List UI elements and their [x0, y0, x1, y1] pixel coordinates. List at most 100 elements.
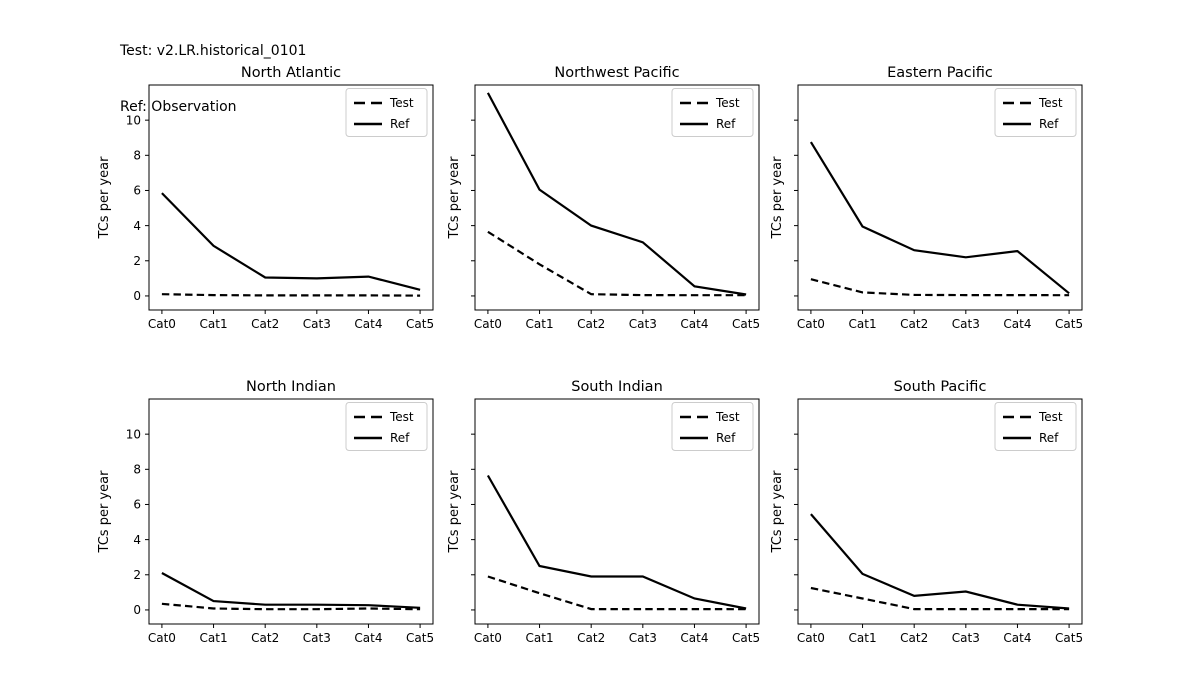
x-tick-label: Cat1: [849, 631, 877, 645]
legend-label-test: Test: [1038, 96, 1063, 110]
y-tick-label: 8: [133, 463, 141, 477]
x-tick-label: Cat0: [148, 631, 176, 645]
axes-box: [148, 84, 434, 311]
test-line: [487, 230, 747, 297]
x-tick-label: Cat4: [354, 317, 382, 331]
y-tick-label: 2: [133, 254, 141, 268]
x-tick-label: Cat2: [900, 631, 928, 645]
subplot-title: South Pacific: [894, 379, 987, 395]
axes-box: [474, 398, 760, 625]
y-tick-label: 2: [133, 568, 141, 582]
x-tick-label: Cat3: [952, 631, 980, 645]
y-axis-label: TCs per year: [770, 470, 785, 554]
x-tick-label: Cat2: [251, 317, 279, 331]
x-tick-label: Cat0: [797, 631, 825, 645]
x-tick-label: Cat2: [900, 317, 928, 331]
x-tick-label: Cat3: [629, 317, 657, 331]
legend-box: [345, 402, 428, 451]
test-line: [487, 575, 747, 611]
header-test-line: Test: v2.LR.historical_0101: [120, 43, 307, 59]
subplot-northwest-pacific: Northwest Pacific TCs per year Cat0 Cat1 Cat…: [447, 65, 760, 331]
x-tick-label: Cat2: [577, 317, 605, 331]
legend-label-ref: Ref: [1039, 431, 1059, 445]
x-tick-label: Cat3: [303, 317, 331, 331]
x-tick-label: Cat1: [200, 631, 228, 645]
legend-label-test: Test: [715, 96, 740, 110]
x-tick-label: Cat4: [1003, 317, 1031, 331]
subplot-north-atlantic: North Atlantic TCs per year 0 2 4 6 8 10 Cat0 Cat…: [97, 65, 434, 331]
y-tick-label: 6: [133, 498, 141, 512]
legend-label-ref: Ref: [716, 431, 736, 445]
x-tick-label: Cat5: [406, 631, 434, 645]
ref-line: [161, 192, 421, 291]
x-tick-label: Cat2: [577, 631, 605, 645]
legend-label-ref: Ref: [390, 117, 410, 131]
x-tick-label: Cat3: [303, 631, 331, 645]
legend-label-test: Test: [389, 410, 414, 424]
x-tick-label: Cat1: [849, 317, 877, 331]
x-tick-label: Cat5: [732, 631, 760, 645]
figure-header: Test: v2.LR.historical_0101 Ref: Observa…: [120, 5, 306, 153]
legend-box: [994, 402, 1077, 451]
y-tick-label: 0: [133, 603, 141, 617]
x-tick-label: Cat3: [629, 631, 657, 645]
y-tick-label: 10: [126, 113, 141, 127]
y-axis-label: TCs per year: [770, 156, 785, 240]
ref-line: [486, 474, 747, 610]
subplot-north-indian: North Indian TCs per year 0 2 4 6 8 10 Cat0 Cat1 C…: [97, 379, 434, 645]
x-tick-label: Cat0: [797, 317, 825, 331]
y-tick-label: 4: [133, 219, 141, 233]
subplot-title: Eastern Pacific: [887, 65, 993, 81]
axes-box: [797, 84, 1083, 311]
legend-box: [671, 88, 754, 137]
legend-label-ref: Ref: [390, 431, 410, 445]
x-tick-label: Cat5: [1055, 317, 1083, 331]
x-tick-label: Cat4: [680, 317, 708, 331]
axes-box: [797, 398, 1083, 625]
legend-box: [671, 402, 754, 451]
x-tick-label: Cat5: [732, 317, 760, 331]
x-tick-label: Cat4: [354, 631, 382, 645]
axes-box: [474, 84, 760, 311]
subplot-title: North Atlantic: [241, 65, 341, 81]
legend-label-ref: Ref: [716, 117, 736, 131]
legend-box: [994, 88, 1077, 137]
legend-label-test: Test: [389, 96, 414, 110]
y-axis-label: TCs per year: [447, 156, 462, 240]
x-tick-label: Cat0: [148, 317, 176, 331]
ref-line: [161, 572, 421, 609]
ref-line: [809, 141, 1070, 295]
subplot-title: Northwest Pacific: [554, 65, 679, 81]
x-tick-label: Cat0: [474, 631, 502, 645]
legend-label-test: Test: [715, 410, 740, 424]
test-line: [810, 278, 1070, 297]
x-tick-label: Cat4: [680, 631, 708, 645]
y-tick-label: 0: [133, 289, 141, 303]
x-tick-label: Cat1: [526, 631, 554, 645]
test-line: [161, 602, 421, 611]
header-ref-line: Ref: Observation: [120, 98, 237, 115]
y-tick-label: 8: [133, 149, 141, 163]
subplot-south-pacific: South Pacific TCs per year Cat0 Cat1 Cat2 Cat…: [770, 379, 1083, 645]
legend-box: [345, 88, 428, 137]
x-tick-label: Cat5: [406, 317, 434, 331]
legend-label-ref: Ref: [1039, 117, 1059, 131]
subplot-eastern-pacific: Eastern Pacific TCs per year Cat0 Cat1 Cat2 C…: [770, 65, 1083, 331]
axes-box: [148, 398, 434, 625]
ref-line: [486, 92, 747, 296]
x-tick-label: Cat4: [1003, 631, 1031, 645]
y-tick-label: 10: [126, 427, 141, 441]
y-axis-label: TCs per year: [97, 156, 112, 240]
x-tick-label: Cat1: [200, 317, 228, 331]
x-tick-label: Cat1: [526, 317, 554, 331]
x-tick-label: Cat3: [952, 317, 980, 331]
ref-line: [810, 513, 1070, 610]
y-axis-label: TCs per year: [447, 470, 462, 554]
legend-label-test: Test: [1038, 410, 1063, 424]
y-tick-label: 6: [133, 184, 141, 198]
y-axis-label: TCs per year: [97, 470, 112, 554]
subplot-south-indian: South Indian TCs per year Cat0 Cat1 Cat2 Cat3…: [447, 379, 760, 645]
x-tick-label: Cat2: [251, 631, 279, 645]
